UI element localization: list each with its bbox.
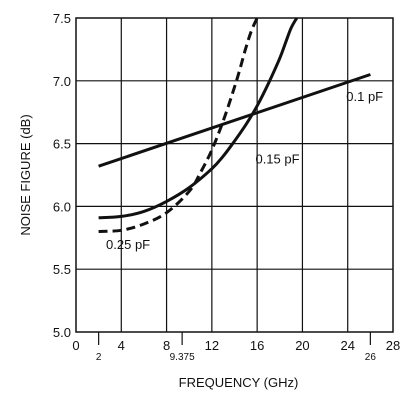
x-minor-tick-label: 2 [96, 352, 102, 363]
y-tick-label: 7.0 [53, 74, 71, 89]
y-tick-label: 5.5 [53, 262, 71, 277]
y-axis-title: NOISE FIGURE (dB) [18, 114, 33, 235]
plot-frame [75, 17, 394, 333]
y-tick-label: 7.5 [53, 11, 71, 26]
tick-labels: 0 4 8 12 16 20 24 28 2 9.375 26 5.0 5.5 6.0 6.5 7.0 7.5 [53, 11, 400, 363]
series-line-0-25-pf [98, 17, 259, 233]
y-tick-label: 5.0 [53, 325, 71, 340]
x-tick-label: 12 [205, 338, 219, 353]
series-annotation: 0.25 pF [106, 237, 150, 252]
x-tick-label: 8 [163, 338, 170, 353]
series-line-0-15-pf [98, 17, 299, 220]
x-minor-tick-label: 26 [365, 352, 377, 363]
series-lines [98, 17, 371, 233]
x-tick-label: 24 [340, 338, 354, 353]
x-tick-label: 0 [72, 338, 79, 353]
x-tick-label: 4 [118, 338, 125, 353]
x-tick-label: 20 [295, 338, 309, 353]
x-tick-label: 16 [250, 338, 264, 353]
series-annotation: 0.15 pF [255, 152, 299, 167]
x-axis-title: FREQUENCY (GHz) [179, 375, 299, 390]
series-line-0-1-pf [98, 73, 371, 168]
grid [76, 18, 393, 345]
x-tick-label: 28 [386, 338, 400, 353]
y-tick-label: 6.0 [53, 199, 71, 214]
series-annotations: 0.1 pF 0.15 pF 0.25 pF [106, 89, 383, 252]
x-minor-tick-label: 9.375 [170, 352, 195, 363]
series-annotation: 0.1 pF [346, 89, 383, 104]
y-tick-label: 6.5 [53, 137, 71, 152]
